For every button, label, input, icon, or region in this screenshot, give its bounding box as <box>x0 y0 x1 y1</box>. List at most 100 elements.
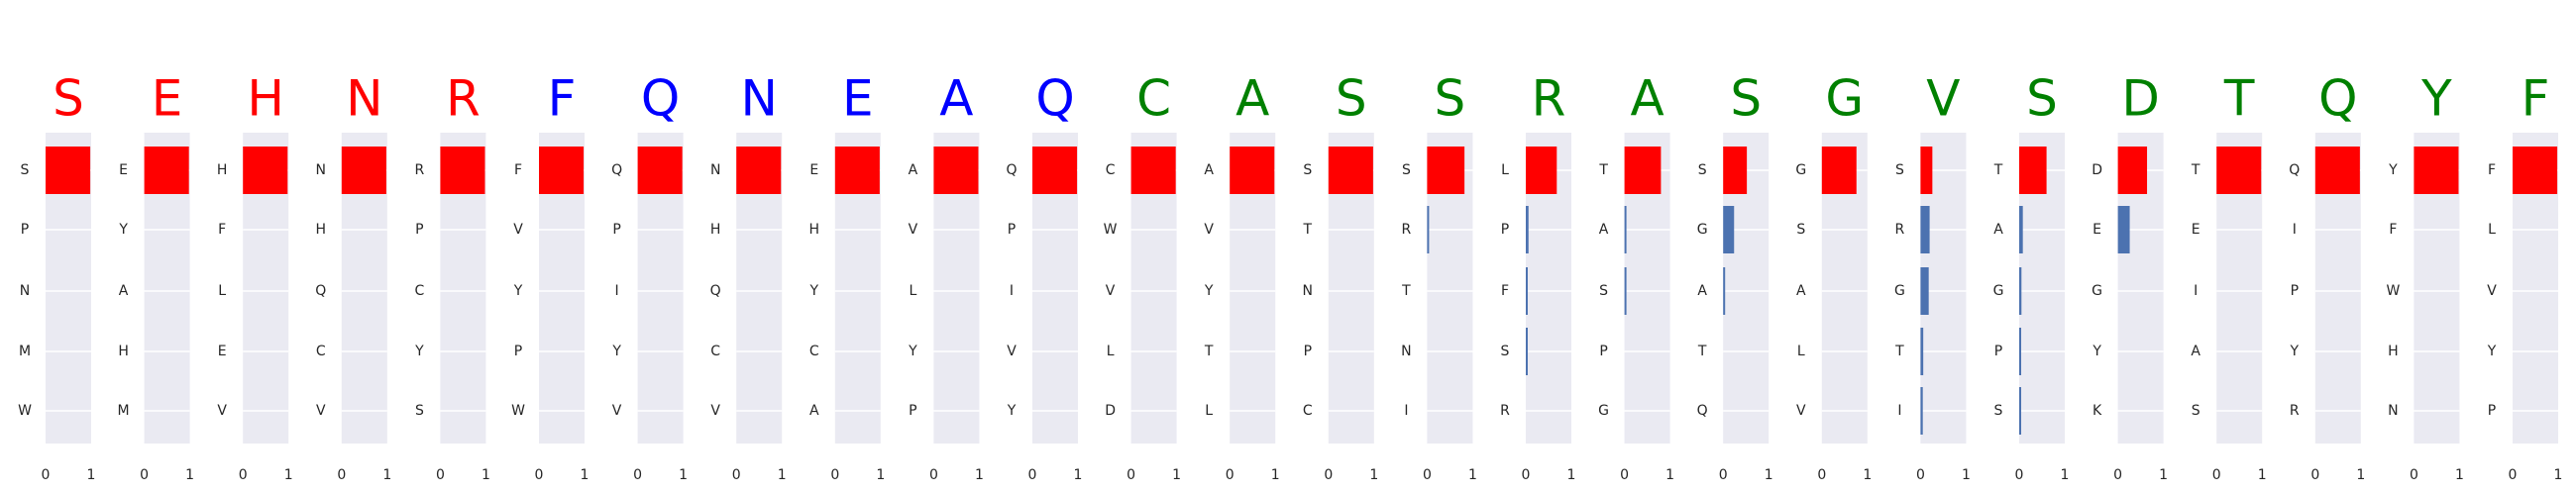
x-tick-label: 1 <box>2455 467 2464 483</box>
bar <box>2019 267 2022 315</box>
bar <box>1526 267 1528 315</box>
position-panel-17: S S G A T Q 0 1 <box>1697 70 1773 484</box>
bar <box>2513 147 2558 194</box>
row-label: S <box>1895 162 1904 178</box>
bar <box>539 147 585 194</box>
x-tick-label: 1 <box>1074 467 1083 483</box>
bar <box>1723 147 1748 194</box>
row-label: G <box>1993 283 2004 299</box>
x-tick-label: 0 <box>535 467 544 483</box>
x-tick-label: 0 <box>1423 467 1432 483</box>
x-tick-label: 1 <box>284 467 293 483</box>
position-panel-15: R L P F S R 0 1 <box>1500 70 1575 484</box>
position-panel-20: S T A G P S 0 1 <box>1993 70 2070 484</box>
position-panel-13: S S T N P C 0 1 <box>1303 70 1379 484</box>
row-label: L <box>1107 344 1115 359</box>
row-label: W <box>511 403 525 419</box>
position-panel-23: Q Q I P Y R 0 1 <box>2289 70 2365 484</box>
row-label: R <box>1500 403 1510 419</box>
row-label: S <box>1599 283 1608 299</box>
row-label: Y <box>414 344 424 359</box>
row-label: C <box>710 344 720 359</box>
bar <box>1920 387 1923 435</box>
row-label: A <box>1599 222 1609 238</box>
x-tick-label: 1 <box>876 467 885 483</box>
row-label: Y <box>1007 403 1017 419</box>
row-label: K <box>2093 403 2102 419</box>
position-letter: E <box>842 70 874 128</box>
row-label: Q <box>2289 162 2300 178</box>
row-label: I <box>1897 403 1901 419</box>
bar <box>2314 147 2360 194</box>
row-label: T <box>1894 344 1904 359</box>
x-tick-label: 0 <box>633 467 642 483</box>
position-letter: R <box>446 70 481 128</box>
x-tick-label: 1 <box>1369 467 1378 483</box>
row-label: Y <box>1204 283 1214 299</box>
bar <box>736 147 782 194</box>
row-label: T <box>2191 162 2200 178</box>
x-tick-label: 1 <box>1172 467 1181 483</box>
x-tick-label: 0 <box>1028 467 1037 483</box>
x-tick-label: 1 <box>778 467 787 483</box>
row-label: P <box>514 344 522 359</box>
row-label: S <box>1698 162 1707 178</box>
position-letter: A <box>939 70 973 128</box>
x-tick-label: 1 <box>1271 467 1280 483</box>
row-label: A <box>2191 344 2200 359</box>
row-label: P <box>1599 344 1607 359</box>
row-label: C <box>1303 403 1313 419</box>
row-label: T <box>1303 222 1313 238</box>
x-tick-label: 1 <box>382 467 391 483</box>
x-tick-label: 0 <box>2509 467 2518 483</box>
row-label: P <box>909 403 916 419</box>
row-label: E <box>218 344 227 359</box>
bar <box>2117 147 2148 194</box>
position-letter: S <box>1435 70 1466 128</box>
bar <box>1624 206 1627 253</box>
position-letter: C <box>1136 70 1171 128</box>
row-label: E <box>2192 222 2200 238</box>
row-label: Q <box>710 283 721 299</box>
row-label: Y <box>513 283 523 299</box>
row-label: T <box>1401 283 1411 299</box>
position-panel-0: S S P N M W 0 1 <box>18 70 95 484</box>
row-label: S <box>1796 222 1805 238</box>
bar <box>2019 387 2021 435</box>
x-tick-label: 0 <box>1226 467 1234 483</box>
row-label: I <box>2293 222 2297 238</box>
position-panel-6: Q Q P I Y V 0 1 <box>611 70 688 484</box>
row-label: C <box>1106 162 1116 178</box>
x-tick-label: 1 <box>2258 467 2267 483</box>
position-letter: N <box>346 70 382 128</box>
row-label: W <box>18 403 32 419</box>
position-panel-19: V S R G T I 0 1 <box>1894 70 1971 484</box>
position-panel-24: Y Y F W H N 0 1 <box>2386 70 2463 484</box>
x-tick-label: 1 <box>1665 467 1674 483</box>
x-tick-label: 0 <box>2113 467 2122 483</box>
position-panel-5: F F V Y P W 0 1 <box>511 70 589 484</box>
bar <box>1624 147 1662 194</box>
row-label: L <box>2488 222 2496 238</box>
x-tick-label: 1 <box>87 467 96 483</box>
position-letter: F <box>2522 70 2550 128</box>
x-tick-label: 0 <box>1916 467 1925 483</box>
position-panel-9: A A V L Y P 0 1 <box>908 70 984 484</box>
position-panel-1: E E Y A H M 0 1 <box>118 70 195 484</box>
row-label: F <box>1501 283 1509 299</box>
row-label: P <box>1008 222 1016 238</box>
bar <box>144 147 189 194</box>
row-label: P <box>2488 403 2496 419</box>
row-label: P <box>1994 344 2002 359</box>
position-panel-25: F F L V Y P 0 1 <box>2487 70 2563 484</box>
bar <box>2019 328 2021 375</box>
bar <box>2414 147 2459 194</box>
bar <box>1920 328 1924 375</box>
x-tick-label: 1 <box>581 467 590 483</box>
row-label: S <box>415 403 424 419</box>
bar <box>1624 267 1627 315</box>
row-label: Y <box>2092 344 2101 359</box>
row-label: P <box>21 222 29 238</box>
row-label: E <box>2093 222 2101 238</box>
